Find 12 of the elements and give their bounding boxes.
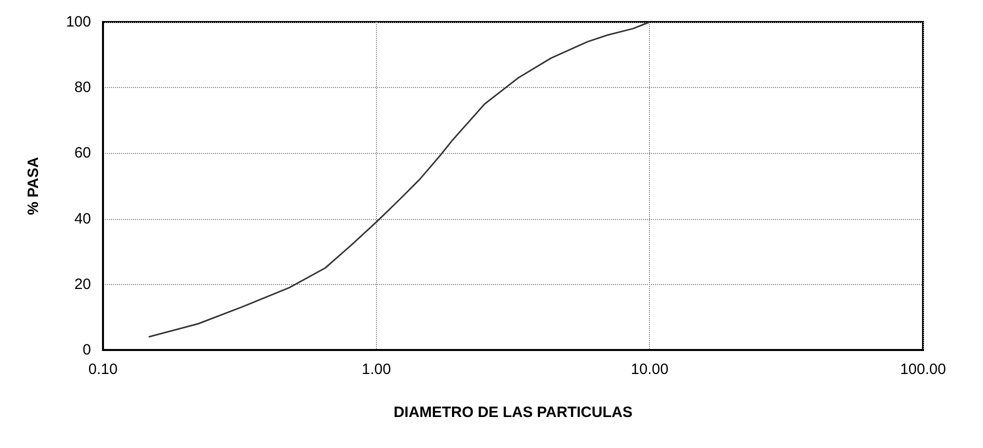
x-tick-label: 100.00 [900,361,946,378]
y-tick-label: 100 [66,14,91,30]
x-tick-label: 10.00 [630,361,668,378]
y-tick-label: 60 [74,144,91,162]
y-axis-title: % PASA [25,156,42,216]
y-tick-label: 0 [82,342,91,358]
y-tick-label: 40 [74,210,91,228]
x-axis-title: DIAMETRO DE LAS PARTICULAS [394,404,632,421]
x-tick-label: 1.00 [362,361,391,378]
y-tick-label: 20 [74,276,91,293]
y-tick-label: 80 [74,79,91,96]
x-tick-label: 0.10 [88,361,118,378]
